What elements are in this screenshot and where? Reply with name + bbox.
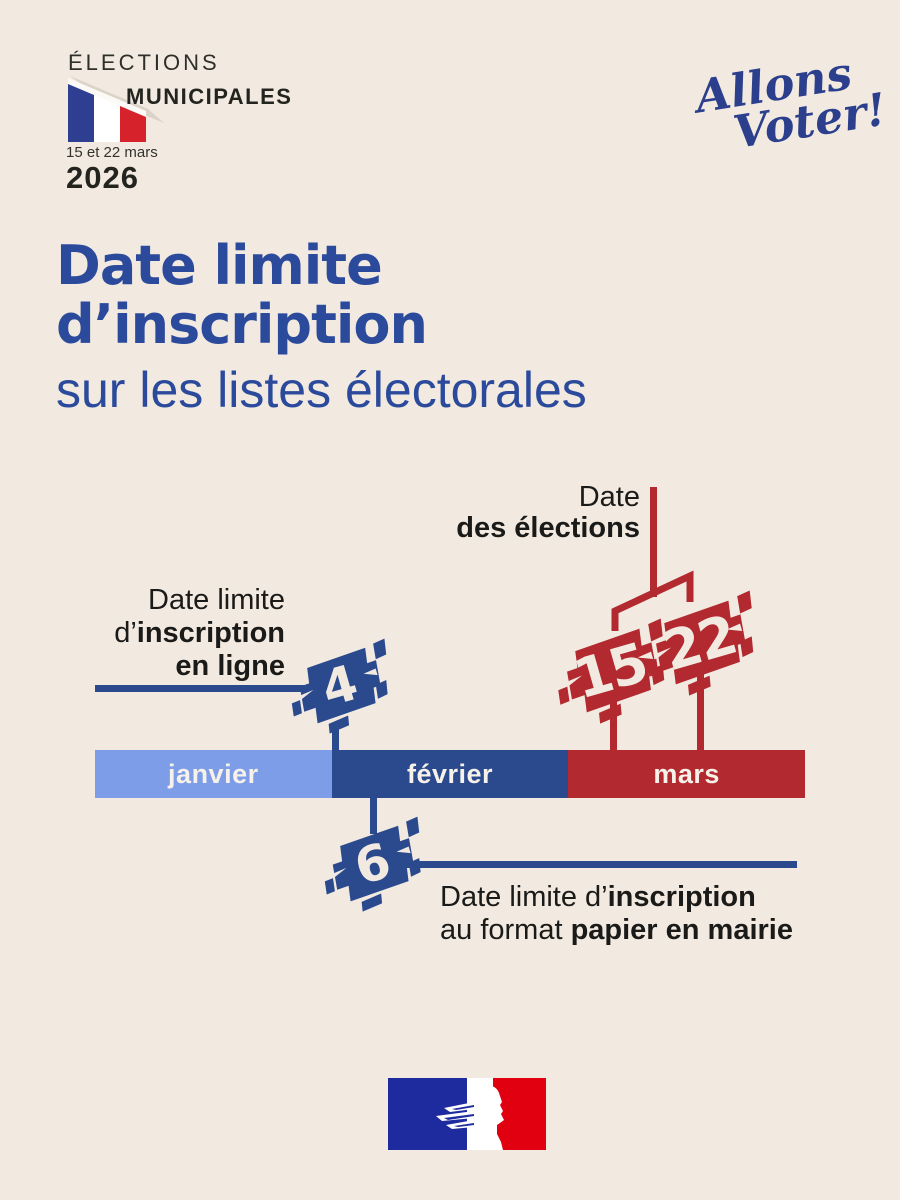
month-label-mars: mars [653, 758, 720, 789]
election-day-15-stamp: 15 [558, 618, 665, 724]
republique-francaise-marianne-logo [388, 1078, 546, 1150]
elections-date-label: Date des élections [456, 482, 640, 544]
french-flag-folded-icon [68, 76, 164, 142]
paper-label-line1-bold: inscription [607, 881, 756, 913]
paper-label-line2-bold: papier en mairie [570, 914, 793, 946]
brand-municipales-label: MUNICIPALES [126, 84, 293, 109]
month-timeline-bar: janvier février mars [95, 750, 806, 798]
online-deadline-label: Date limite d’inscription en ligne [114, 584, 285, 683]
paper-deadline-6-stamp: 6 [324, 816, 421, 912]
online-label-line2-regular: d’ [114, 617, 137, 649]
month-label-janvier: janvier [168, 758, 259, 789]
month-label-fevrier: février [406, 758, 494, 789]
title-bold-line2: d’inscription [56, 293, 428, 356]
elections-date-label-line2: des élections [456, 512, 640, 544]
brand-elections-label: ÉLECTIONS [68, 50, 220, 75]
title-bold-line1: Date limite [56, 234, 383, 297]
brand-year-label: 2026 [66, 160, 139, 195]
title-light-line: sur les listes électorales [56, 362, 587, 418]
brand-dates-label: 15 et 22 mars [66, 144, 158, 161]
online-label-line3-bold: en ligne [175, 650, 285, 682]
page-title: Date limite d’inscription sur les listes… [56, 236, 587, 418]
month-segment-mars: mars [568, 750, 806, 798]
paper-label-line1: Date limite d’inscription [440, 881, 793, 914]
paper-label-line1-regular: Date limite d’ [440, 881, 608, 913]
allons-voter-logo: Allons Voter! [692, 46, 890, 160]
paper-deadline-label: Date limite d’inscription au format papi… [440, 881, 793, 947]
paper-label-line2: au format papier en mairie [440, 914, 793, 947]
online-label-line2: d’inscription [114, 617, 285, 650]
online-label-line2-bold: inscription [136, 617, 285, 649]
elections-date-label-line1: Date [578, 481, 640, 513]
online-deadline-4-stamp: 4 [291, 638, 388, 734]
brand-block: ÉLECTIONS MUNICIPALES 15 et 22 mars 2026 [64, 48, 344, 198]
month-segment-janvier: janvier [95, 750, 332, 798]
month-segment-fevrier: février [331, 750, 569, 798]
paper-label-line2-regular: au format [440, 914, 571, 946]
online-label-line1: Date limite [148, 584, 285, 616]
online-label-line3: en ligne [114, 650, 285, 683]
